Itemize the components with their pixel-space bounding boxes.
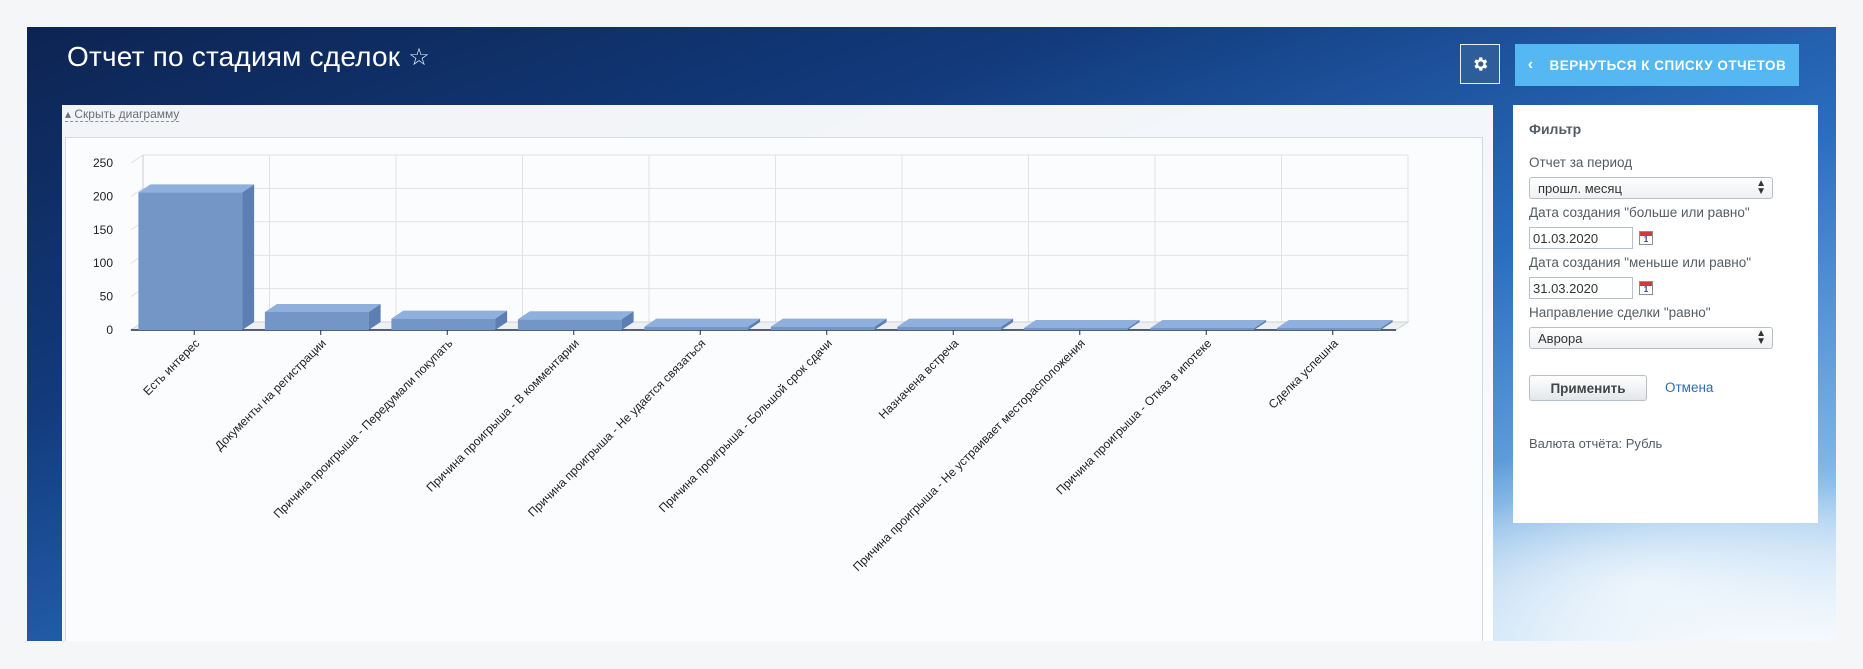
filter-panel: Фильтр Отчет за период прошл. месяц ▲ ▼ Д… [1513, 105, 1818, 523]
date-to-label: Дата создания "меньше или равно" [1529, 255, 1752, 270]
date-to-input[interactable]: 31.03.2020 [1529, 277, 1633, 299]
currency-note: Валюта отчёта: Рубль [1529, 436, 1663, 451]
bar [264, 311, 369, 330]
bar-side [874, 318, 887, 330]
bar-top [770, 318, 887, 327]
date-from-value: 01.03.2020 [1533, 231, 1599, 246]
star-icon[interactable]: ☆ [408, 43, 430, 71]
select-arrows-icon: ▲ ▼ [1756, 178, 1766, 197]
filter-title: Фильтр [1529, 121, 1582, 137]
date-to-value: 31.03.2020 [1533, 281, 1599, 296]
bar [1150, 327, 1255, 330]
chevron-left-icon: ‹ [1527, 56, 1534, 73]
y-tick-label: 100 [93, 256, 113, 270]
period-label: Отчет за период [1529, 155, 1633, 170]
bar-side [1254, 319, 1267, 330]
bar-side [1127, 319, 1140, 330]
x-tick-label: Документы на регистрации [212, 336, 329, 453]
hide-chart-link[interactable]: ▴ Скрыть диаграмму [65, 107, 180, 122]
bar [138, 192, 243, 330]
gear-icon [1474, 57, 1488, 71]
bar [517, 319, 622, 330]
hide-chart-label: Скрыть диаграмму [74, 107, 180, 121]
back-button-label: ВЕРНУТЬСЯ К СПИСКУ ОТЧЕТОВ [1549, 57, 1787, 73]
bar-side [495, 310, 508, 330]
bar-top [138, 184, 255, 193]
x-tick-label: Причина проигрыша - Не устраивает местор… [850, 336, 1088, 574]
gridline [130, 154, 144, 164]
bar-side [621, 311, 634, 330]
direction-label: Направление сделки "равно" [1529, 305, 1711, 320]
chart-container: 0 50 100 150 200 250 Есть интерес Документы на … [65, 137, 1483, 641]
y-tick-label: 250 [93, 156, 113, 170]
bar-side [1001, 318, 1014, 330]
y-tick-label: 200 [93, 189, 113, 203]
bar-top [1023, 319, 1140, 328]
x-tick-label: Есть интерес [140, 336, 202, 398]
x-tick-label: Сделка успешна [1266, 336, 1341, 411]
x-tick-label: Причина проигрыша - Отказ в ипотеке [1053, 336, 1214, 497]
y-tick-label: 150 [93, 223, 113, 237]
bar-side [242, 184, 255, 330]
x-tick-label: Назначена встреча [876, 336, 962, 422]
collapse-arrow-icon: ▴ [65, 107, 75, 121]
page-title-text: Отчет по стадиям сделок [67, 41, 401, 72]
gridline [130, 187, 144, 197]
period-select-value: прошл. месяц [1538, 181, 1622, 196]
bar-side [368, 303, 381, 330]
apply-button[interactable]: Применить [1529, 375, 1647, 401]
bar [770, 326, 875, 330]
x-tick-label: Причина проигрыша - В комментарии [423, 336, 581, 494]
back-to-reports-button[interactable]: ‹ ВЕРНУТЬСЯ К СПИСКУ ОТЧЕТОВ [1515, 44, 1799, 86]
settings-button[interactable] [1460, 44, 1500, 84]
date-from-input[interactable]: 01.03.2020 [1529, 227, 1633, 249]
y-tick-label: 50 [100, 290, 114, 304]
bar-top [1276, 320, 1393, 328]
bar-top [644, 318, 761, 327]
bar [644, 326, 749, 330]
bar-side [748, 318, 761, 330]
calendar-icon[interactable] [1639, 231, 1653, 245]
bar [1023, 327, 1128, 330]
select-arrows-icon: ▲ ▼ [1756, 328, 1766, 347]
page-title: Отчет по стадиям сделок ☆ [67, 41, 430, 73]
calendar-icon[interactable] [1639, 281, 1653, 295]
bar-top [264, 303, 381, 312]
chart-panel: ▴ Скрыть диаграмму 0 50 100 150 200 250 Есть и… [62, 105, 1493, 641]
bar-top [897, 318, 1014, 327]
bar-chart: 0 50 100 150 200 250 Есть интерес Документы на … [93, 154, 1410, 574]
bar [391, 318, 496, 330]
direction-select[interactable]: Аврора ▲ ▼ [1529, 327, 1773, 349]
report-page: Отчет по стадиям сделок ☆ ‹ ВЕРНУТЬСЯ К … [27, 27, 1836, 641]
cancel-link[interactable]: Отмена [1665, 380, 1714, 395]
period-select[interactable]: прошл. месяц ▲ ▼ [1529, 177, 1773, 199]
direction-select-value: Аврора [1538, 331, 1583, 346]
bar-side [1380, 320, 1393, 330]
bar [897, 326, 1002, 330]
bar-top [1150, 319, 1267, 328]
date-from-label: Дата создания "больше или равно" [1529, 205, 1750, 220]
bar [1276, 328, 1381, 330]
bar-top [391, 310, 508, 319]
y-tick-label: 0 [106, 323, 113, 337]
bar-top [517, 311, 634, 320]
